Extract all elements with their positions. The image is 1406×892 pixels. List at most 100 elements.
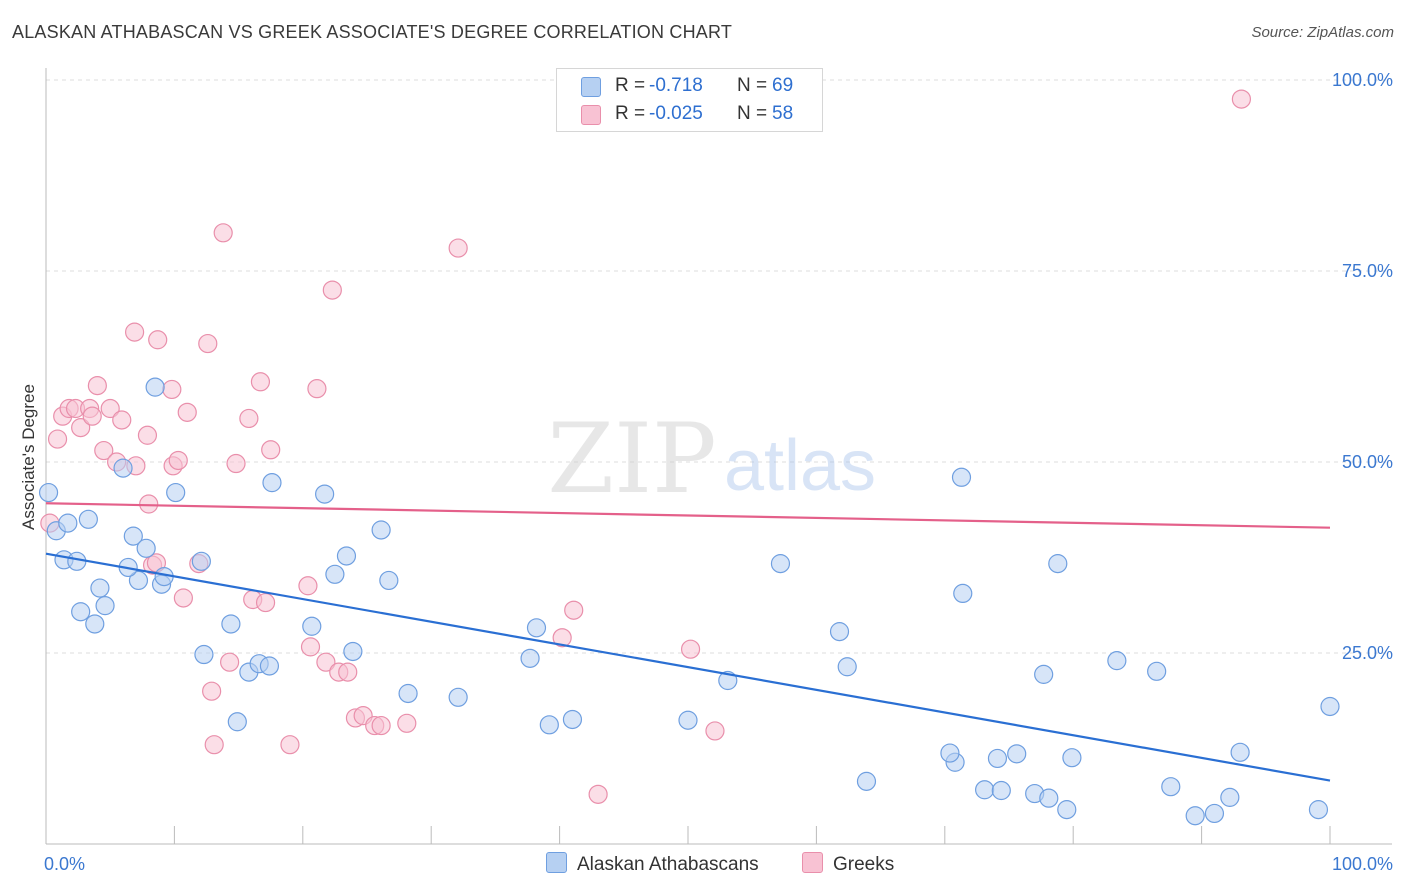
athabascan-point	[85, 614, 105, 634]
greek-point	[94, 440, 114, 461]
axes	[45, 68, 1392, 845]
greek-point	[255, 592, 276, 613]
legend-swatch-blue	[581, 77, 601, 97]
greek-point	[213, 223, 233, 243]
athabascan-point	[166, 482, 186, 503]
athabascan-point	[1185, 806, 1205, 826]
athabascan-point	[136, 538, 156, 558]
y-tick-label: 50.0%	[1342, 452, 1393, 472]
athabascan-point	[1039, 788, 1059, 808]
athabascan-point	[336, 546, 357, 566]
athabascan-point	[770, 554, 791, 574]
greeks-points	[40, 70, 1252, 804]
bottom-legend-swatch-pink	[802, 852, 823, 873]
legend-r-label: R =	[615, 75, 646, 96]
greek-point	[250, 372, 271, 392]
athabascan-point	[128, 570, 149, 591]
athabascan-point	[975, 780, 995, 800]
athabascan-point	[1147, 661, 1167, 681]
chart-title: ALASKAN ATHABASCAN VS GREEK ASSOCIATE'S …	[12, 22, 733, 42]
stats-legend: R = -0.718 N = 69 R = -0.025 N = 58	[556, 68, 823, 132]
tick-labels: 25.0% 50.0% 75.0% 100.0% 0.0% 100.0%	[44, 70, 1393, 874]
greek-point	[71, 418, 91, 438]
athabascan-point	[1057, 800, 1077, 820]
greek-point	[173, 588, 193, 608]
athabascan-point	[539, 715, 559, 735]
athabascan-point	[113, 458, 133, 478]
athabascan-point	[227, 712, 247, 732]
athabascan-point	[520, 648, 540, 668]
greek-point	[280, 735, 300, 755]
greek-point	[552, 628, 572, 648]
legend-r-label: R =	[615, 103, 646, 124]
bottom-legend-label: Alaskan Athabascans	[577, 854, 759, 875]
athabascan-point	[1161, 777, 1181, 797]
watermark-atlas: atlas	[724, 426, 876, 506]
greek-point	[397, 713, 417, 733]
athabascan-point	[95, 596, 115, 616]
greek-point	[226, 453, 246, 474]
greek-point	[204, 735, 224, 755]
athabascan-point	[259, 656, 280, 676]
legend-n-label: N =	[737, 75, 768, 96]
athabascan-point	[71, 602, 91, 622]
athabascan-point	[1230, 742, 1250, 762]
athabascan-point	[302, 616, 322, 636]
athabascan-point	[953, 583, 973, 604]
legend-n-value: 58	[772, 103, 794, 124]
greek-point	[168, 450, 188, 471]
y-axis-label: Associate's Degree	[19, 384, 38, 530]
gridlines	[46, 79, 1392, 654]
athabascan-point	[221, 614, 241, 634]
athabascan-point	[1204, 803, 1225, 824]
greek-point	[202, 681, 222, 701]
greek-point	[198, 333, 218, 354]
greek-point	[448, 238, 468, 258]
greek-point	[298, 576, 318, 596]
y-tick-label: 75.0%	[1342, 261, 1393, 281]
greek-point	[47, 429, 68, 449]
athabascan-point	[829, 622, 850, 642]
greek-point	[261, 440, 281, 460]
athabascan-point	[262, 473, 282, 493]
legend-r-value: -0.025	[649, 103, 703, 124]
athabascan-point	[562, 709, 583, 730]
athabascan-point	[1107, 651, 1127, 671]
greek-point	[162, 379, 182, 400]
athabascan-point	[991, 780, 1011, 801]
greek-point	[87, 376, 107, 396]
athabascan-point	[837, 657, 857, 677]
bottom-legend-label: Greeks	[833, 854, 895, 875]
athabascan-point	[398, 683, 418, 704]
greek-point	[588, 784, 608, 804]
greek-point	[300, 637, 321, 657]
athabascan-point	[1220, 787, 1240, 807]
bottom-legend-greeks: Greeks	[802, 852, 894, 876]
greek-point	[564, 600, 584, 620]
greek-point	[239, 408, 259, 429]
athabascan-point	[371, 520, 391, 540]
greek-trend-line	[45, 502, 1331, 529]
athabascan-point	[145, 377, 165, 397]
athabascan-point	[58, 513, 78, 533]
greek-point	[148, 330, 168, 350]
greek-point	[307, 379, 327, 399]
athabascan-point	[940, 743, 960, 763]
greek-point	[322, 280, 342, 300]
greek-point	[338, 662, 358, 682]
greek-point	[82, 406, 102, 426]
greek-point	[1231, 89, 1252, 109]
greek-point	[137, 425, 158, 445]
athabascan-point	[1308, 800, 1329, 820]
greek-point	[177, 402, 197, 422]
athabascan-point	[90, 578, 110, 598]
watermark-zip: ZIP	[547, 403, 716, 515]
source-label: Source: ZipAtlas.com	[1251, 24, 1394, 41]
athabascan-point	[78, 509, 98, 529]
athabascan-points	[38, 377, 1340, 826]
bottom-legend-athabascan: Alaskan Athabascans	[546, 852, 759, 876]
athabascan-point	[951, 467, 972, 487]
athabascan-point	[1320, 696, 1340, 717]
athabascan-point	[123, 526, 143, 546]
